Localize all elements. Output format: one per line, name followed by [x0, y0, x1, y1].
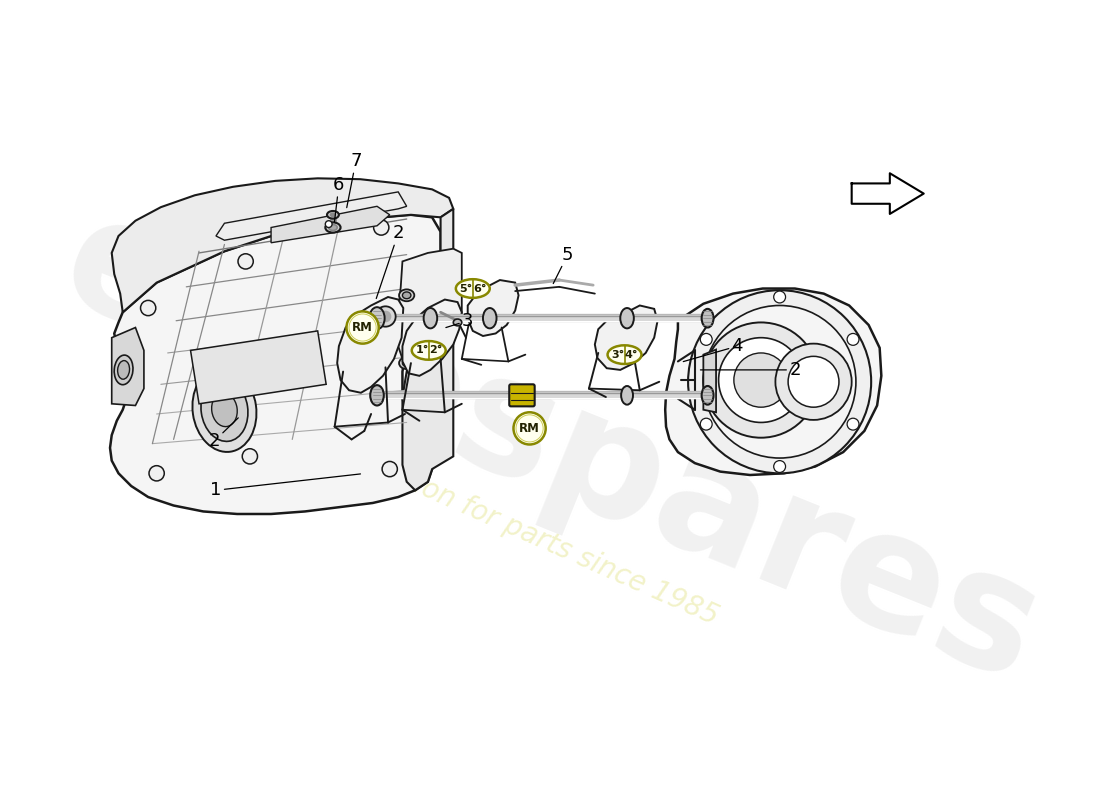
- Ellipse shape: [327, 211, 339, 218]
- Text: 6°: 6°: [473, 283, 486, 294]
- Circle shape: [701, 418, 712, 430]
- Text: RM: RM: [352, 321, 373, 334]
- Ellipse shape: [411, 341, 446, 360]
- Circle shape: [701, 334, 712, 346]
- Circle shape: [346, 311, 378, 344]
- Circle shape: [689, 290, 871, 474]
- Ellipse shape: [621, 386, 632, 405]
- Polygon shape: [271, 206, 389, 242]
- Circle shape: [773, 461, 785, 473]
- Ellipse shape: [371, 385, 384, 406]
- Polygon shape: [112, 327, 144, 406]
- Circle shape: [148, 466, 164, 481]
- Ellipse shape: [371, 308, 384, 328]
- Text: 7: 7: [346, 152, 362, 208]
- FancyBboxPatch shape: [509, 384, 535, 406]
- Ellipse shape: [370, 307, 385, 330]
- Circle shape: [788, 356, 839, 407]
- Ellipse shape: [326, 222, 341, 233]
- Circle shape: [847, 334, 859, 346]
- Text: 1°: 1°: [416, 346, 429, 355]
- Polygon shape: [110, 214, 441, 514]
- Ellipse shape: [702, 386, 714, 405]
- Text: eurospares: eurospares: [41, 180, 1060, 716]
- Text: 5°: 5°: [460, 283, 473, 294]
- Ellipse shape: [702, 309, 714, 327]
- Circle shape: [703, 306, 856, 458]
- Circle shape: [375, 306, 396, 326]
- Ellipse shape: [201, 378, 248, 442]
- Ellipse shape: [607, 346, 641, 364]
- Circle shape: [734, 353, 788, 407]
- Polygon shape: [595, 306, 658, 370]
- Circle shape: [242, 449, 257, 464]
- Ellipse shape: [399, 290, 415, 302]
- Text: 4: 4: [683, 337, 743, 362]
- Text: 1: 1: [210, 474, 361, 499]
- Circle shape: [349, 314, 376, 341]
- Ellipse shape: [211, 393, 238, 426]
- Circle shape: [374, 220, 389, 235]
- Circle shape: [382, 462, 397, 477]
- Ellipse shape: [620, 308, 634, 328]
- Polygon shape: [403, 209, 453, 490]
- Polygon shape: [338, 297, 404, 393]
- Ellipse shape: [399, 357, 415, 369]
- Circle shape: [381, 311, 390, 322]
- Text: 2°: 2°: [429, 346, 442, 355]
- Polygon shape: [468, 280, 518, 336]
- Ellipse shape: [114, 355, 133, 385]
- Circle shape: [703, 322, 818, 438]
- Ellipse shape: [118, 361, 130, 379]
- Text: 4°: 4°: [625, 350, 638, 360]
- Circle shape: [326, 221, 332, 227]
- Circle shape: [514, 412, 546, 445]
- Ellipse shape: [424, 308, 437, 328]
- Text: RM: RM: [519, 422, 540, 435]
- Circle shape: [776, 344, 851, 420]
- Ellipse shape: [329, 225, 338, 230]
- Circle shape: [141, 300, 156, 316]
- Polygon shape: [703, 350, 716, 412]
- Text: 3: 3: [446, 312, 473, 330]
- Text: 3°: 3°: [612, 350, 625, 360]
- Circle shape: [773, 291, 785, 303]
- Ellipse shape: [403, 292, 411, 298]
- Polygon shape: [666, 289, 881, 475]
- Text: a passion for parts since 1985: a passion for parts since 1985: [328, 434, 723, 630]
- Ellipse shape: [455, 279, 490, 298]
- Text: 2: 2: [376, 225, 404, 298]
- Circle shape: [847, 418, 859, 430]
- Text: 5: 5: [553, 246, 573, 283]
- Circle shape: [516, 415, 543, 442]
- Polygon shape: [112, 178, 453, 312]
- Ellipse shape: [330, 213, 336, 217]
- Circle shape: [238, 254, 253, 269]
- Polygon shape: [403, 299, 462, 376]
- Ellipse shape: [403, 360, 411, 366]
- Polygon shape: [190, 331, 327, 404]
- Ellipse shape: [192, 367, 256, 452]
- Polygon shape: [398, 249, 462, 362]
- Text: 6: 6: [333, 176, 344, 222]
- Circle shape: [718, 338, 803, 422]
- Text: 2: 2: [209, 418, 239, 450]
- Polygon shape: [851, 174, 924, 214]
- Polygon shape: [216, 192, 407, 240]
- Ellipse shape: [483, 308, 496, 328]
- Ellipse shape: [453, 319, 462, 326]
- Text: 2: 2: [701, 361, 801, 379]
